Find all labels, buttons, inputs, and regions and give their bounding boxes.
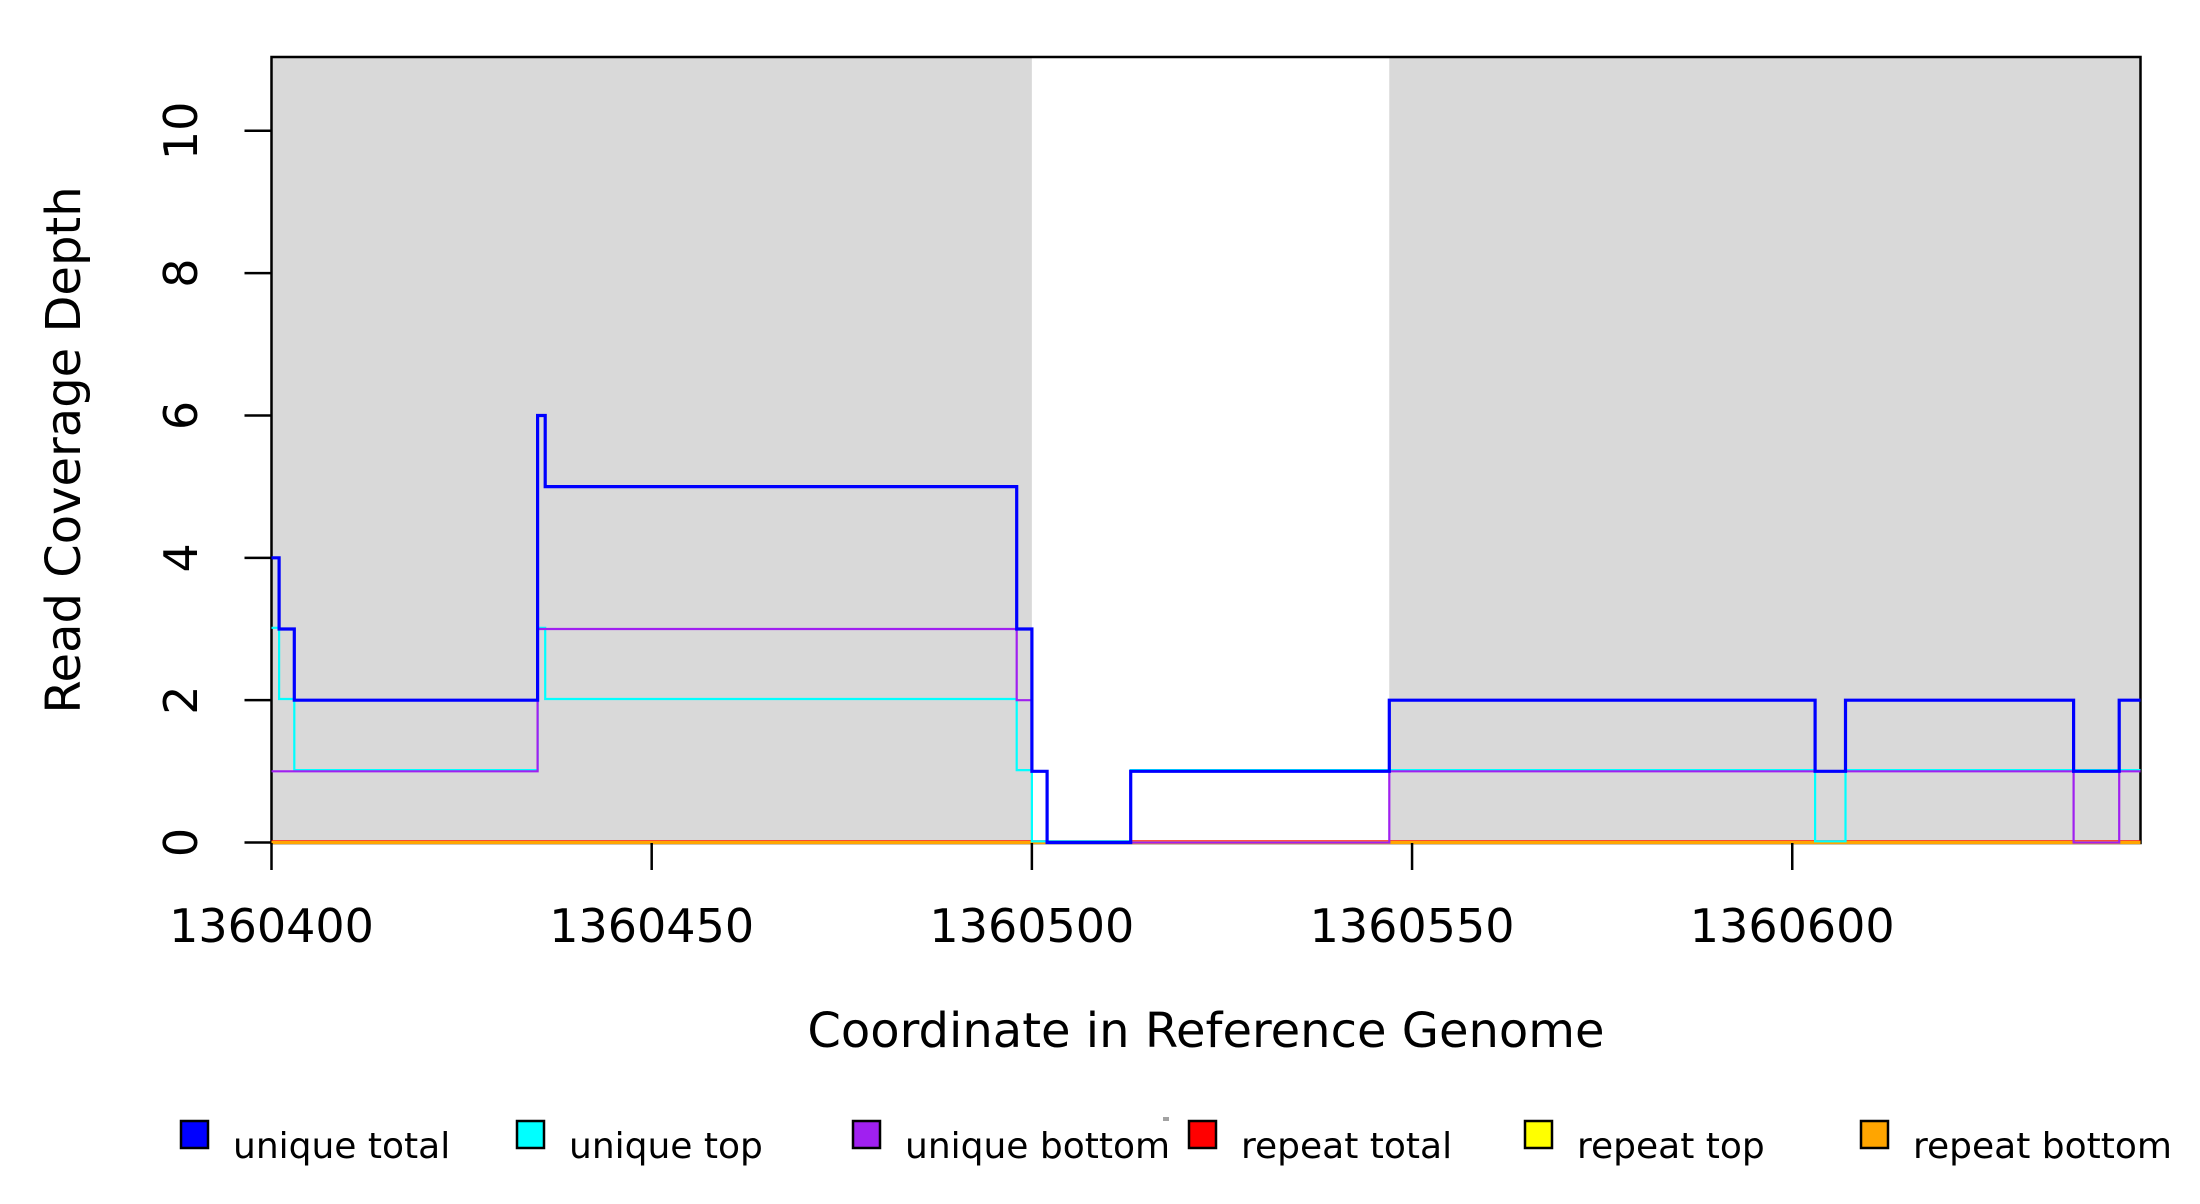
y-tick-label: 6 [154,401,208,430]
legend-item-unique-bottom: unique bottom [851,1119,1170,1167]
stray-mark [1163,1117,1169,1121]
y-tick-label: 0 [154,828,208,857]
legend-item-repeat-total: repeat total [1187,1119,1452,1167]
series-line-unique-top [271,626,2141,843]
legend-label: repeat top [1577,1126,1765,1167]
legend-item-repeat-top: repeat top [1523,1119,1765,1167]
y-tick-label: 4 [154,543,208,572]
legend-swatch-unique-top [515,1119,546,1150]
legend-label: unique top [569,1126,763,1167]
y-axis-title: Read Coverage Depth [36,186,92,713]
legend-swatch-unique-total [179,1119,210,1150]
x-axis: 1360400 1360450 1360500 1360550 1360600 [169,843,1895,953]
y-tick-label: 8 [154,258,208,287]
legend: unique total unique top unique bottom repea… [179,1119,2172,1167]
y-tick-label: 10 [154,102,208,161]
legend-label: repeat bottom [1913,1126,2172,1167]
shaded-repeat-regions [271,57,2141,843]
series-line-unique-total [271,413,2141,845]
legend-item-unique-top: unique top [515,1119,763,1167]
y-tick-label: 2 [154,686,208,715]
legend-swatch-repeat-total [1187,1119,1218,1150]
y-axis: 0 2 4 6 8 10 [154,102,272,857]
legend-label: unique total [233,1126,450,1167]
legend-label: repeat total [1241,1126,1452,1167]
legend-label: unique bottom [905,1126,1170,1167]
coverage-step-lines [271,413,2141,845]
x-tick-label: 1360550 [1310,899,1515,953]
legend-swatch-repeat-bottom [1859,1119,1890,1150]
repeat-region-band [271,57,1032,843]
legend-swatch-repeat-top [1523,1119,1554,1150]
legend-item-repeat-bottom: repeat bottom [1859,1119,2172,1167]
x-tick-label: 1360600 [1690,899,1895,953]
x-axis-title: Coordinate in Reference Genome [807,1003,1604,1059]
x-tick-label: 1360500 [929,899,1134,953]
legend-item-unique-total: unique total [179,1119,450,1167]
x-tick-label: 1360400 [169,899,374,953]
repeat-region-band [1389,57,2141,843]
x-tick-label: 1360450 [549,899,754,953]
legend-swatch-unique-bottom [851,1119,882,1150]
